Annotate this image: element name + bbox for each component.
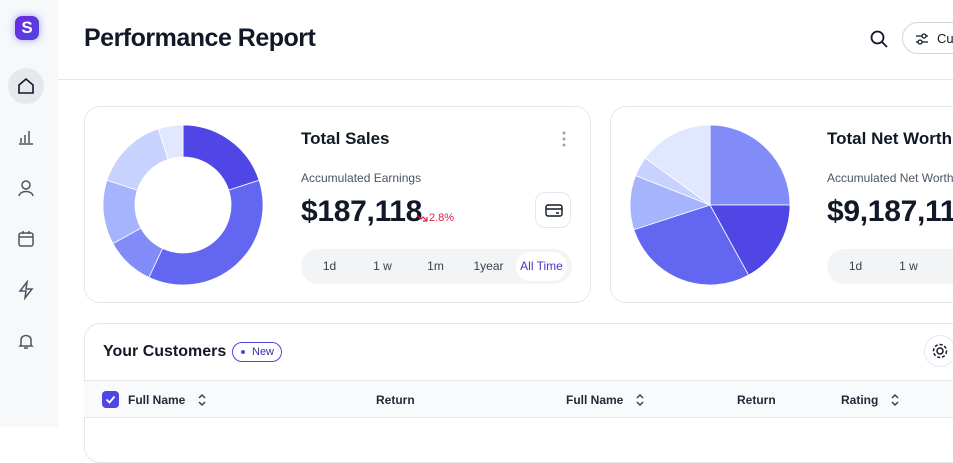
- header-divider: [58, 79, 953, 80]
- nav-calendar[interactable]: [8, 221, 44, 257]
- new-badge: New: [232, 342, 283, 362]
- settings-button[interactable]: [924, 335, 953, 367]
- column-header[interactable]: Full Name: [128, 393, 186, 407]
- column-header[interactable]: Full Name: [566, 393, 624, 407]
- change-label: 2.8%: [429, 212, 455, 224]
- sort-arrows: [636, 393, 644, 407]
- table-header: [84, 380, 953, 418]
- wallet-button[interactable]: [535, 192, 571, 228]
- chart-segment: [709, 204, 791, 276]
- trend-down-icon: [416, 214, 428, 222]
- chart-segment: [644, 124, 711, 206]
- sales-card: Total Sales Accumulated Earnings $187,11…: [84, 106, 591, 303]
- card-value: $9,187,118: [827, 195, 953, 228]
- card-title: Total Sales: [301, 129, 390, 148]
- column-header[interactable]: Return: [737, 393, 776, 407]
- logo[interactable]: S: [15, 16, 39, 40]
- chart-segment: [633, 204, 750, 286]
- networth-card: Total Net Worth Accumulated Net Worth $9…: [610, 106, 953, 303]
- period-option[interactable]: 1d: [322, 259, 337, 273]
- chart-segment: [182, 124, 260, 191]
- nav-home[interactable]: [8, 68, 44, 104]
- customers-title: Your Customers: [103, 343, 227, 360]
- sidebar: S: [0, 0, 58, 427]
- nav-activity[interactable]: [8, 272, 44, 308]
- period-option[interactable]: 1 w: [373, 259, 392, 273]
- chart-segment: [148, 179, 264, 286]
- select-all-checkbox[interactable]: [102, 391, 119, 408]
- card-title: Total Net Worth: [827, 129, 952, 148]
- networth-pie: [629, 124, 791, 286]
- column-header[interactable]: Rating: [841, 393, 879, 407]
- period-selector: 1d 1 w 1m 1year All Time: [301, 249, 572, 284]
- chart-segment: [106, 128, 169, 191]
- customize-button[interactable]: Cu: [902, 22, 953, 54]
- sort-icon: [198, 393, 206, 407]
- sort-icon: [636, 393, 644, 407]
- sales-donut: [102, 124, 264, 286]
- button-label: Cu: [937, 31, 953, 46]
- sort-arrows: [891, 393, 899, 407]
- page-title: Performance Report: [84, 24, 316, 52]
- period-option[interactable]: 1 w: [899, 259, 918, 273]
- card-value: $187,118: [301, 195, 423, 228]
- period-selector: 1d 1 w: [827, 249, 953, 284]
- filter-icon: [916, 33, 928, 45]
- period-option[interactable]: All Time: [516, 252, 567, 281]
- nav-reports[interactable]: [8, 119, 44, 155]
- card-subtitle: Accumulated Earnings: [301, 171, 422, 185]
- chart-segment: [157, 124, 184, 160]
- period-option[interactable]: 1year: [473, 259, 504, 273]
- chart-segment: [709, 124, 791, 206]
- card-subtitle: Accumulated Net Worth: [827, 171, 953, 185]
- search-icon[interactable]: [869, 29, 889, 49]
- more-menu[interactable]: [561, 130, 567, 148]
- nav-notifications[interactable]: [8, 323, 44, 359]
- period-option[interactable]: 1d: [848, 259, 863, 273]
- badge-label: New: [252, 346, 275, 358]
- sort-arrows: [198, 393, 206, 407]
- sort-icon: [891, 393, 899, 407]
- column-header[interactable]: Return: [376, 393, 415, 407]
- period-option[interactable]: 1m: [427, 259, 444, 273]
- nav-users[interactable]: [8, 170, 44, 206]
